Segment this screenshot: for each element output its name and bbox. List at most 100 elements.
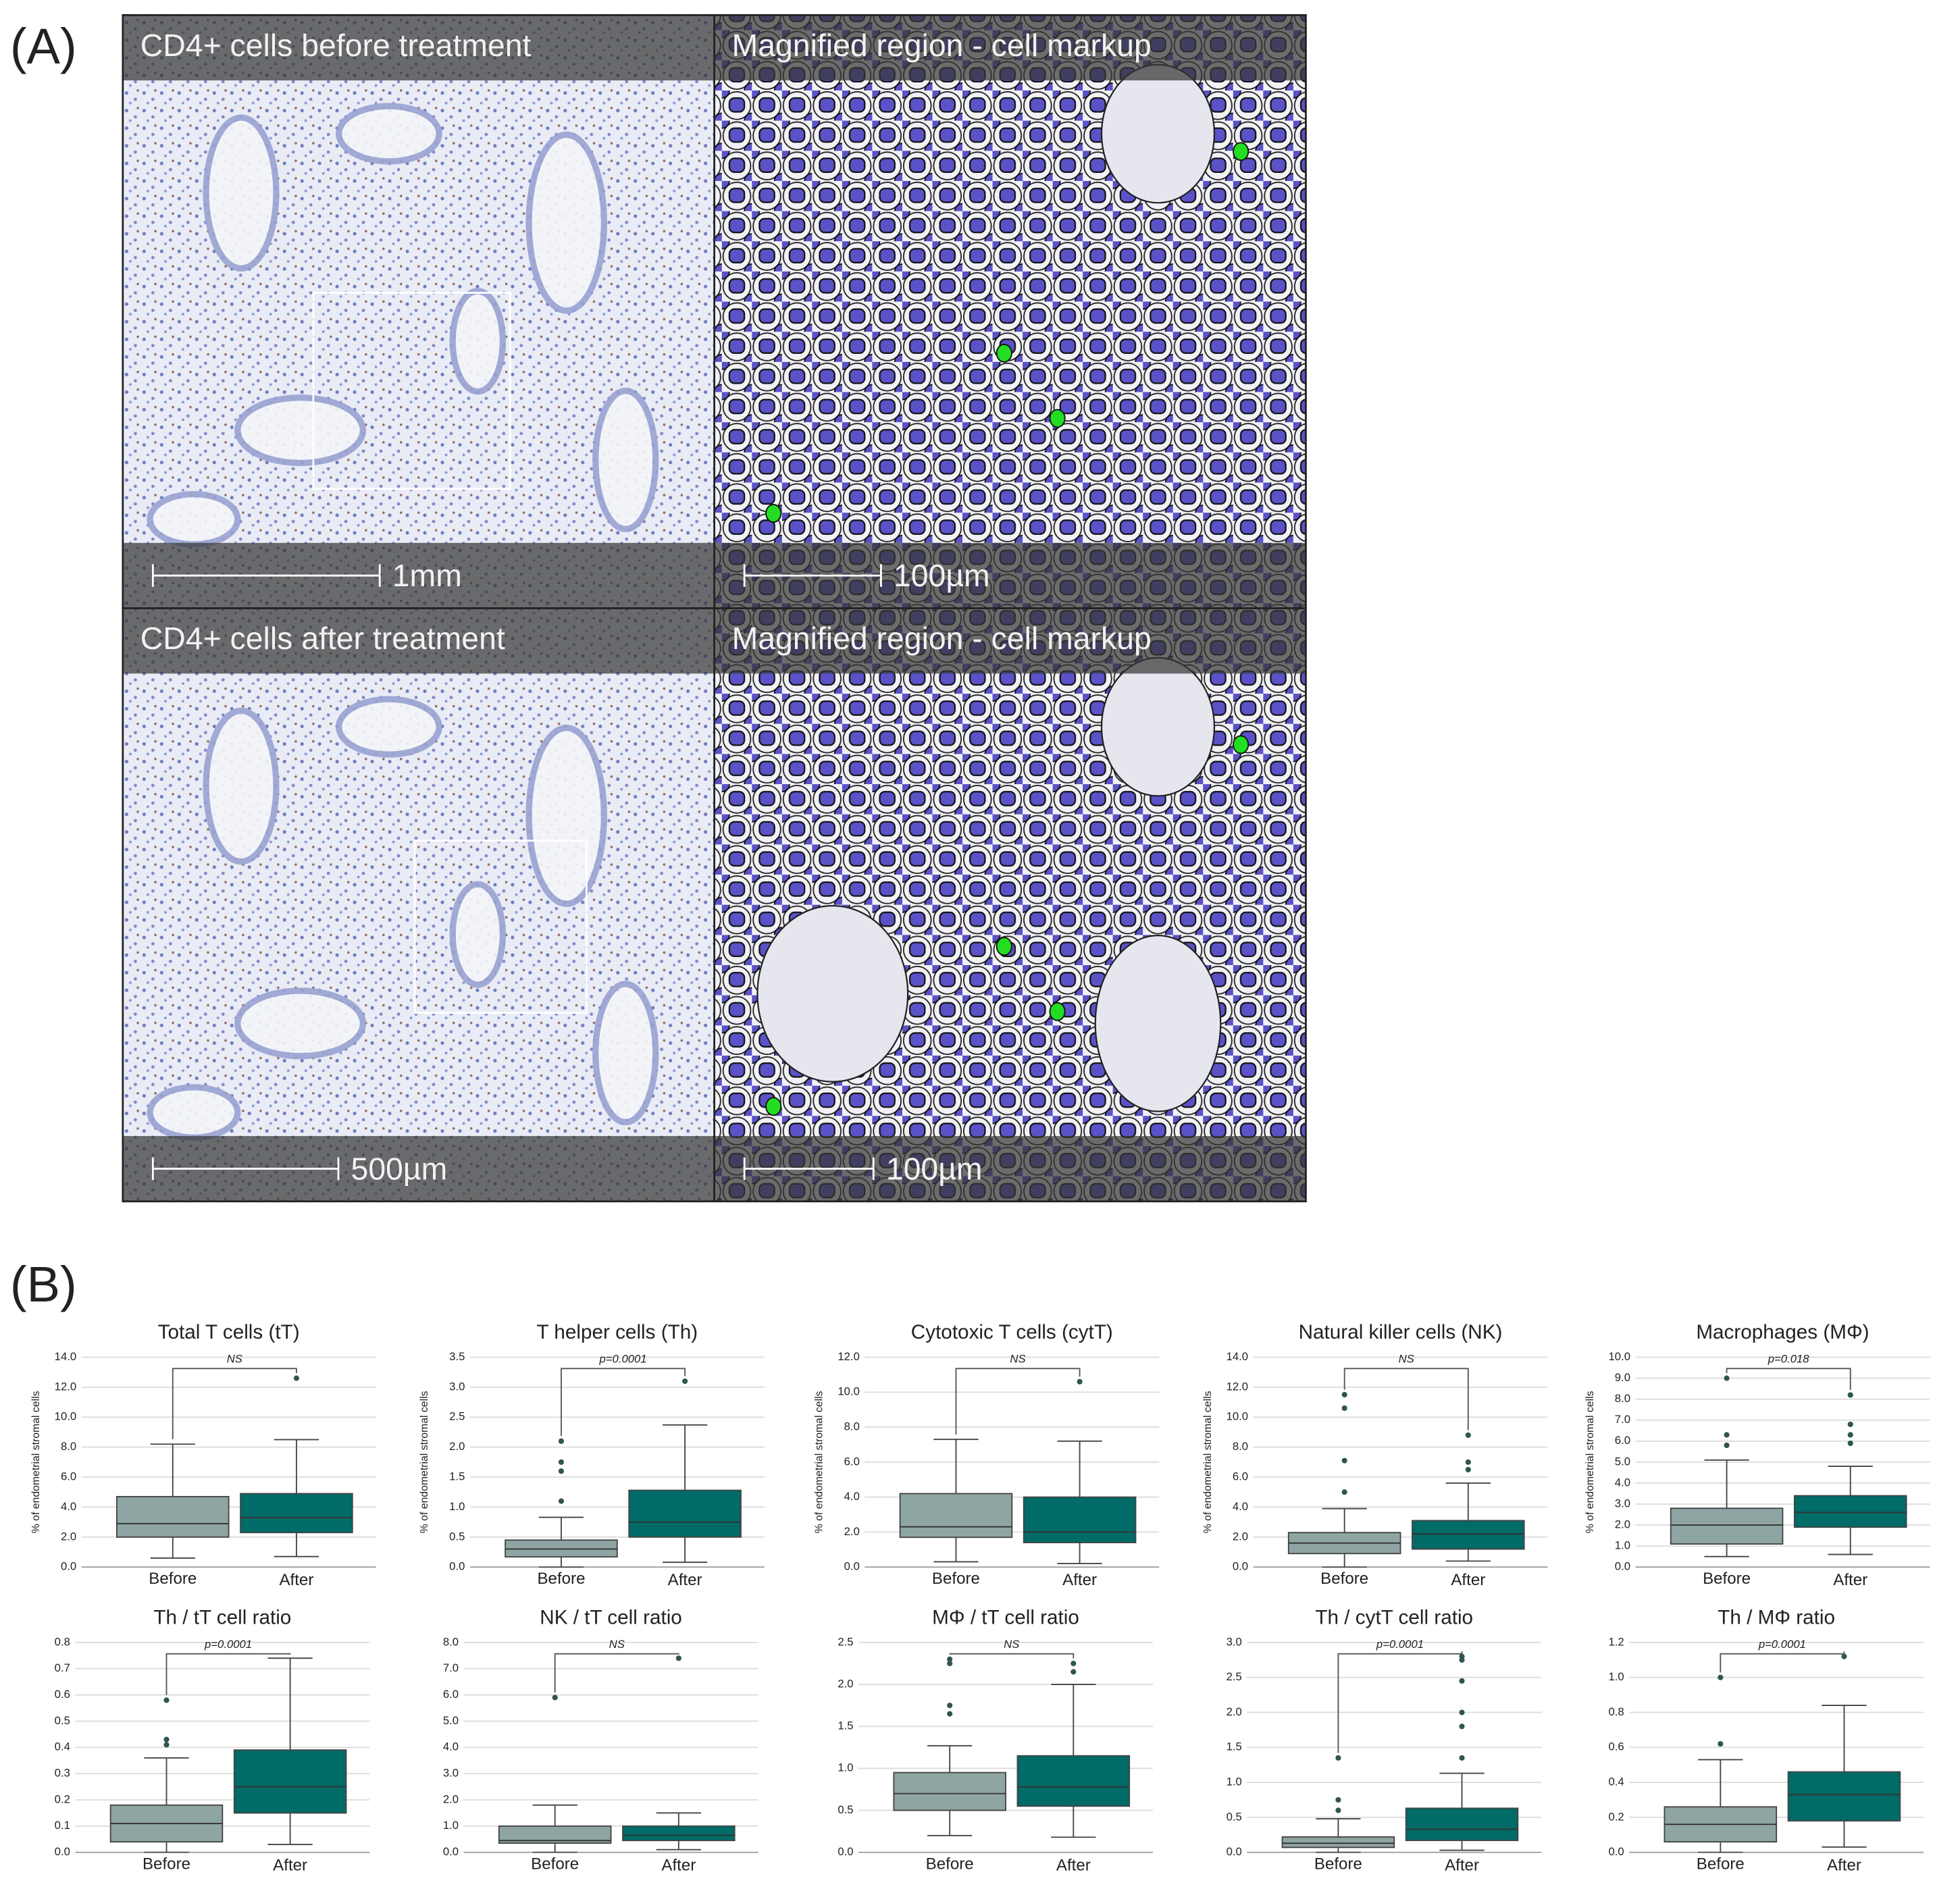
y-tick-label: 1.0 [1615,1539,1630,1552]
micrograph [714,608,1306,1202]
y-tick-label: 0.0 [837,1845,853,1858]
box-plots: Total T cells (tT) % of endometrial strom… [30,1321,1930,1874]
outlier [1465,1459,1471,1465]
box [893,1772,1006,1811]
y-tick-label: 6.0 [443,1688,459,1701]
gland [336,103,442,165]
outlier [675,1655,681,1661]
y-tick-label: 12.0 [1227,1380,1249,1393]
significance-label: NS [609,1638,625,1651]
panel-label: (B) [10,1256,77,1312]
title-banner [122,608,715,674]
outlier [163,1736,170,1742]
y-tick-label: 0.0 [55,1845,70,1858]
y-tick-label: 10.0 [55,1410,77,1423]
title-banner [714,608,1306,674]
y-tick-label: 3.5 [449,1350,465,1363]
outlier [1459,1755,1465,1761]
significance-bracket [949,1653,1075,1659]
micrographs: CD4+ cells before treatment 1mm Magnified … [122,14,1307,1203]
box [628,1489,742,1538]
significance-label: p=0.0001 [204,1638,252,1651]
x-tick-label: After [1062,1571,1097,1589]
outlier [1341,1405,1347,1412]
y-tick-label: 0.2 [1609,1810,1624,1823]
y-tick-label: 6.0 [1233,1470,1248,1482]
significance-label: p=0.018 [1768,1353,1810,1366]
y-tick-label: 7.0 [1615,1413,1630,1426]
y-tick-label: 3.0 [443,1767,459,1780]
outlier [558,1459,565,1465]
significance-label: NS [1399,1353,1414,1366]
box [233,1749,347,1814]
x-tick-label: Before [537,1570,585,1588]
y-tick-label: 0.4 [55,1740,70,1753]
y-tick-label: 7.0 [443,1661,459,1674]
y-tick-label: 1.0 [837,1761,853,1774]
outlier [552,1695,558,1701]
x-tick-label: After [1833,1571,1867,1589]
gland [336,696,442,758]
box [899,1493,1013,1539]
y-tick-label: 9.0 [1615,1371,1630,1384]
outlier [947,1711,953,1717]
y-tick-label: 0.0 [844,1560,860,1573]
y-tick-label: 2.0 [443,1792,459,1805]
y-tick-label: 2.0 [837,1677,853,1690]
significance-bracket [561,1368,686,1437]
y-tick-label: 5.0 [1615,1455,1630,1468]
significance-label: NS [227,1353,242,1366]
x-tick-label: Before [1320,1570,1368,1588]
outlier [682,1378,688,1385]
scale-label: 100µm [894,558,990,593]
significance-bracket [165,1653,291,1695]
scale-label: 1mm [392,558,462,593]
y-tick-label: 0.8 [1609,1705,1624,1718]
y-tick-label: 0.6 [1609,1740,1624,1753]
micrograph [714,15,1306,609]
y-tick-label: 0.5 [449,1530,465,1543]
outlier [1071,1660,1077,1667]
marked-cell [996,343,1012,363]
chart-title: T helper cells (Th) [537,1321,698,1343]
outlier [163,1742,170,1748]
x-tick-label: After [1445,1856,1479,1874]
y-tick-label: 1.0 [449,1500,465,1513]
outlier [558,1498,565,1504]
box [622,1825,736,1842]
y-tick-label: 3.0 [449,1380,465,1393]
gland [147,1084,241,1141]
significance-bracket [1720,1651,1845,1673]
scale-label: 500µm [351,1151,448,1186]
significance-bracket [554,1653,679,1693]
y-tick-label: 2.0 [449,1440,465,1453]
y-tick-label: 4.0 [443,1740,459,1753]
box [1016,1755,1131,1807]
y-tick-label: 14.0 [55,1350,77,1363]
outlier [1341,1457,1347,1464]
outlier [293,1375,300,1381]
outlier [1724,1375,1730,1381]
significance-bracket [1726,1368,1851,1391]
y-tick-label: 0.5 [837,1803,853,1816]
outlier [947,1703,953,1709]
title-banner [122,15,715,81]
y-tick-label: 2.5 [837,1635,853,1648]
y-tick-label: 0.0 [61,1560,76,1573]
outlier [558,1468,565,1474]
lumen [1094,934,1222,1112]
scale-label: 100µm [886,1151,983,1186]
gland [234,987,366,1060]
y-tick-label: 0.0 [1227,1845,1242,1858]
significance-bracket [172,1368,297,1439]
outlier [1341,1489,1347,1495]
marked-cell [1233,142,1249,161]
y-tick-label: 2.5 [1227,1670,1242,1683]
y-tick-label: 8.0 [844,1420,860,1433]
outlier [1718,1740,1724,1747]
box [1023,1496,1137,1543]
gland [592,388,659,532]
box [240,1493,353,1534]
y-tick-label: 0.0 [1615,1560,1630,1573]
tile-title: CD4+ cells after treatment [140,621,505,656]
